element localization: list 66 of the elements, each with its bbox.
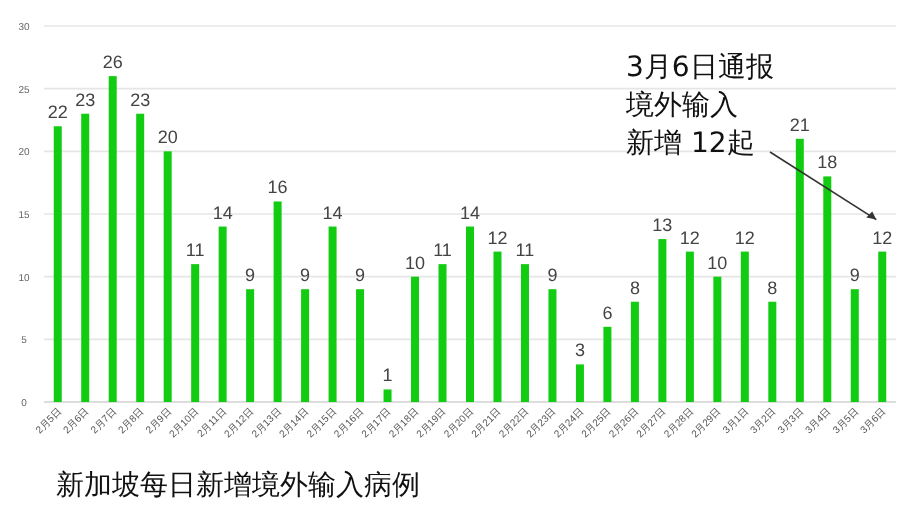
data-label: 16 [267, 177, 288, 198]
bar [81, 113, 90, 402]
data-label: 10 [405, 252, 426, 273]
data-label: 14 [212, 202, 233, 223]
bar [218, 226, 227, 402]
data-label: 11 [515, 240, 535, 261]
bar [163, 151, 172, 402]
bar [740, 251, 749, 402]
data-label: 9 [547, 265, 558, 286]
bar [53, 126, 62, 402]
data-label: 11 [185, 240, 205, 261]
bar [658, 239, 667, 402]
bar [136, 113, 145, 402]
bar [685, 251, 694, 402]
data-label: 6 [602, 302, 613, 323]
data-label: 3 [574, 340, 585, 361]
bar [768, 301, 777, 402]
bar [548, 289, 557, 402]
data-label: 8 [767, 277, 778, 298]
bar [630, 301, 639, 402]
data-label: 18 [817, 152, 838, 173]
data-label: 12 [872, 227, 893, 248]
bar [466, 226, 474, 402]
bar [795, 138, 804, 402]
bar [850, 289, 859, 402]
data-label: 12 [734, 227, 755, 248]
bar [301, 289, 310, 402]
data-label: 14 [459, 202, 481, 223]
annotation: 境外输入 [624, 90, 738, 122]
bar [273, 201, 282, 402]
bar [823, 176, 832, 402]
data-label: 26 [102, 52, 123, 73]
data-label: 1 [382, 365, 393, 386]
data-label: 9 [849, 265, 860, 286]
data-label: 14 [322, 202, 343, 223]
data-label: 23 [130, 89, 151, 110]
annotation: 3月6日通报 [626, 52, 774, 84]
data-label: 20 [157, 127, 178, 148]
bar [575, 364, 584, 402]
data-label: 9 [300, 265, 311, 286]
data-label: 11 [433, 240, 452, 261]
bar [878, 251, 887, 402]
bar [411, 276, 420, 402]
bar [108, 76, 117, 402]
data-label: 10 [707, 252, 728, 273]
data-label: 22 [47, 102, 68, 123]
data-label: 9 [355, 265, 366, 286]
bar [713, 276, 722, 402]
bar [603, 326, 612, 402]
annotation: 新增 12起 [626, 128, 755, 160]
bar [438, 264, 447, 402]
text: 新加坡每日新增境外输入病例 [56, 470, 420, 502]
bar [383, 389, 392, 402]
bar [520, 264, 529, 402]
bar [191, 264, 200, 402]
bar [246, 289, 255, 402]
data-label: 8 [629, 277, 640, 298]
data-label: 9 [245, 265, 256, 286]
bar [356, 289, 365, 402]
data-label: 21 [789, 114, 810, 135]
bar [493, 251, 502, 402]
bar [328, 226, 337, 402]
data-label: 12 [487, 227, 508, 248]
data-label: 13 [652, 215, 673, 236]
data-label: 12 [679, 227, 700, 248]
data-label: 23 [75, 89, 96, 110]
